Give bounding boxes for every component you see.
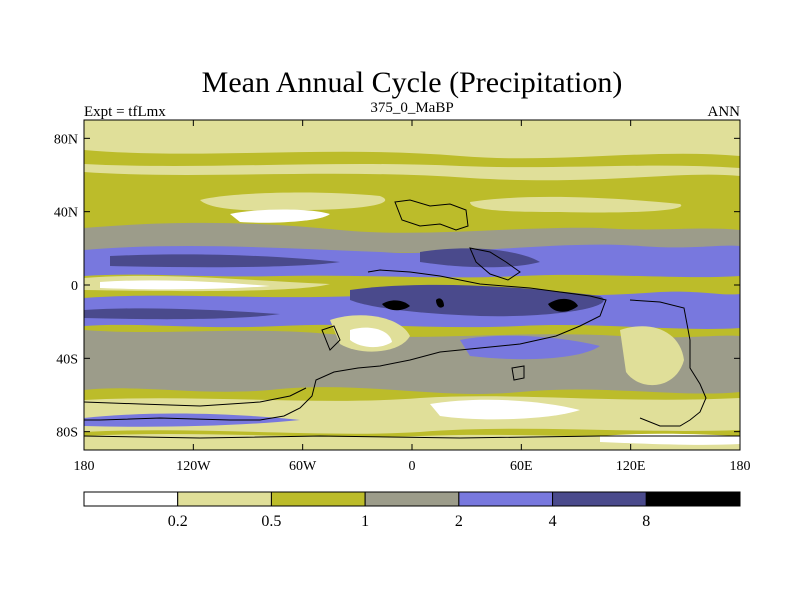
field-dark-4 <box>84 308 280 320</box>
field-light-south-pole <box>84 434 740 450</box>
y-tick-label: 0 <box>71 279 78 294</box>
x-tick-label: 180 <box>74 459 95 474</box>
field-blue-south-3 <box>84 413 300 427</box>
colorbar-swatch <box>458 491 554 507</box>
colorbar-swatch <box>552 491 647 507</box>
field-streak-2 <box>470 196 682 213</box>
field-white-south-1 <box>350 327 392 348</box>
coast-south-east <box>629 299 707 427</box>
coastlines <box>84 199 740 439</box>
coast-east-continent <box>469 247 521 281</box>
x-tick-label: 180 <box>730 459 751 474</box>
season-label: ANN <box>708 104 741 120</box>
coast-island-1 <box>321 325 341 351</box>
coast-north-continent <box>394 199 469 231</box>
colorbar-label: 4 <box>549 513 557 530</box>
colorbar-swatch <box>177 491 272 507</box>
y-tick-label: 40N <box>54 206 78 221</box>
colorbar-label: 1 <box>361 513 369 530</box>
y-tick-label: 40S <box>56 352 78 367</box>
x-tick-label: 60W <box>289 459 317 474</box>
field-streak-white <box>230 209 330 223</box>
colorbar-label: 2 <box>455 513 463 530</box>
colorbar-swatch <box>645 491 741 507</box>
x-tick-label: 60E <box>510 459 533 474</box>
chart-title: Mean Annual Cycle (Precipitation) <box>202 66 623 99</box>
coast-main <box>84 269 607 421</box>
experiment-label: Expt = tfLmx <box>84 104 166 120</box>
field-dark-1 <box>110 254 340 268</box>
colorbar-label: 0.5 <box>261 513 281 530</box>
field-dark-2 <box>420 248 540 268</box>
y-tick-label: 80S <box>56 426 78 441</box>
colorbar-label: 0.2 <box>168 513 188 530</box>
y-axis: 80N 40N 0 40S 80S <box>54 132 740 441</box>
colorbar-swatch <box>83 491 179 507</box>
colorbar: 0.2 0.5 1 2 4 8 <box>83 491 741 530</box>
period-label: 375_0_MaBP <box>370 100 453 116</box>
field-north-wave <box>84 150 740 159</box>
field-white-equator <box>100 280 270 290</box>
coast-southern <box>84 387 307 407</box>
field-blue-north <box>84 244 740 278</box>
colorbar-swatch <box>270 491 366 507</box>
colorbar-label: 8 <box>642 513 650 530</box>
field-streak-1 <box>200 192 386 211</box>
y-tick-label: 80N <box>54 132 78 147</box>
coast-antarctic <box>84 435 740 439</box>
precipitation-field <box>84 120 740 450</box>
field-black-3 <box>436 298 444 308</box>
field-dark-3 <box>350 284 604 317</box>
x-tick-label: 120E <box>616 459 646 474</box>
field-light-south-2 <box>620 326 684 386</box>
field-black-1 <box>382 300 410 311</box>
field-white-south-2 <box>430 399 580 420</box>
field-black-2 <box>548 298 578 312</box>
field-gray-north <box>84 222 740 252</box>
x-axis: 180 120W 60W 0 60E 120E 180 <box>74 120 751 474</box>
coast-island-2 <box>511 365 525 381</box>
x-tick-label: 0 <box>409 459 416 474</box>
x-tick-label: 120W <box>176 459 211 474</box>
field-light-south-3 <box>84 396 740 434</box>
colorbar-swatch <box>364 491 460 507</box>
field-north-band-2 <box>84 164 740 181</box>
field-blue-southern-ocean <box>460 335 600 360</box>
